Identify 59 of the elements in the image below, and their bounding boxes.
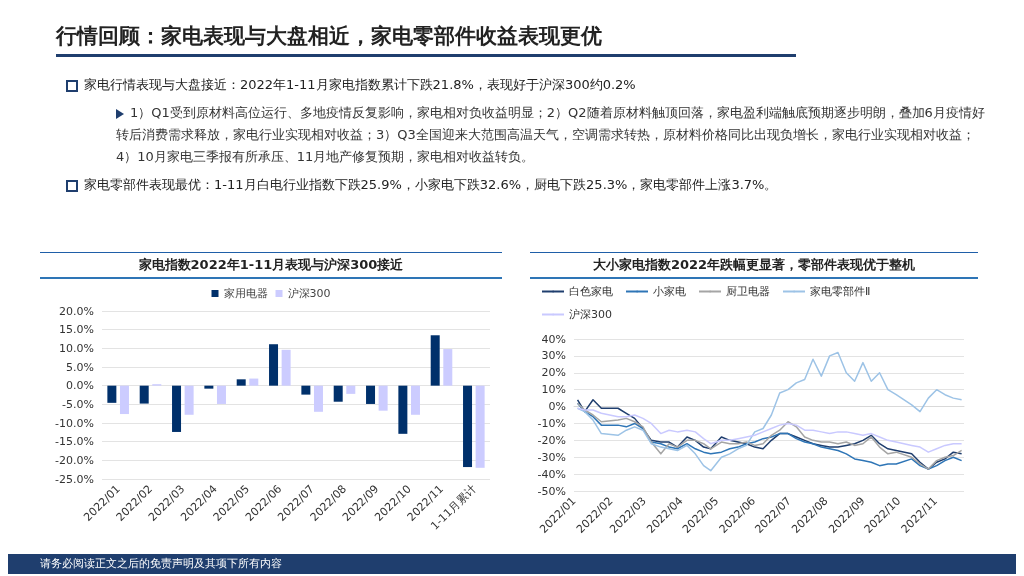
text: 1）Q1受到原材料高位运行、多地疫情反复影响，家电相对负收益明显；2）Q2随着原材料触顶回落，家电盈利端触底预期逐步明朗，叠加6月疫情好转后消费需求释放，家电行业实现相对收益；3）Q3全国迎来大范围高温天气，空调需求转热，原材料价格同比出现负增长，家电行业实现相对收益；4）10月家电三季报有所承压、11月地产修复预期，家电相对收益转负。 <box>116 104 986 166</box>
bar <box>410 385 420 415</box>
chart-title: 大小家电指数2022年跌幅更显著，零部件表现优于整机 <box>530 252 978 279</box>
bar <box>443 349 453 386</box>
y-tick-label: 20.0% <box>59 304 94 318</box>
y-tick-label: 0.0% <box>66 379 94 393</box>
bar <box>139 385 149 404</box>
bar <box>378 385 388 411</box>
bar <box>107 385 117 403</box>
y-tick-label: 0% <box>548 400 566 414</box>
legend-label: 厨卫电器 <box>726 285 770 298</box>
bar <box>204 385 214 389</box>
legend-label: 家电零部件Ⅱ <box>810 285 871 298</box>
y-tick-label: 10% <box>541 383 566 397</box>
y-tick-label: 40% <box>541 332 566 346</box>
bar <box>333 385 343 402</box>
y-tick-label: 30% <box>541 349 566 363</box>
bar <box>216 385 226 404</box>
y-tick-label: -50% <box>537 484 566 498</box>
bar <box>346 385 356 394</box>
bar <box>172 385 182 432</box>
text: 行情回顾：家电表现与大盘相近，家电零部件收益表现更优 <box>56 22 796 57</box>
bar <box>366 385 376 404</box>
text: 家电零部件表现最优：1-11月白电行业指数下跌25.9%，小家电下跌32.6%，厨电下跌25.3%，家电零部件上涨3.7%。 <box>83 176 779 194</box>
legend-label: 白色家电 <box>569 285 613 298</box>
bar <box>119 385 129 415</box>
y-tick-label: -15.0% <box>55 435 94 449</box>
y-tick-label: -20.0% <box>55 453 94 467</box>
line-series <box>576 351 963 472</box>
y-tick-label: 20% <box>541 366 566 380</box>
legend-label: 小家电 <box>653 285 686 298</box>
legend-label: 家用电器 <box>223 287 268 300</box>
y-tick-label: 10.0% <box>59 341 94 355</box>
text: 请务必阅读正文之后的免责声明及其项下所有内容 <box>39 556 283 572</box>
text: 家电行情表现与大盘接近：2022年1-11月家电指数累计下跌21.8%，表现好于沪深300约0.2% <box>83 76 637 94</box>
bar <box>281 349 291 386</box>
y-tick-label: -30% <box>537 450 566 464</box>
bar <box>184 385 194 415</box>
line-series <box>576 407 963 453</box>
bar <box>463 385 473 468</box>
y-tick-label: -25.0% <box>55 472 94 486</box>
bar <box>249 378 259 386</box>
bar <box>269 344 279 386</box>
legend-label: 沪深300 <box>287 287 331 300</box>
chart-title: 家电指数2022年1-11月表现与沪深300接近 <box>40 252 502 279</box>
bar <box>475 385 485 468</box>
y-tick-label: 15.0% <box>59 323 94 337</box>
y-tick-label: -5.0% <box>62 397 94 411</box>
bar <box>236 379 246 386</box>
y-tick-label: -10% <box>537 416 566 430</box>
y-tick-label: -20% <box>537 433 566 447</box>
legend-label: 沪深300 <box>569 308 612 321</box>
y-tick-label: -40% <box>537 467 566 481</box>
y-tick-label: -10.0% <box>55 416 94 430</box>
bar <box>398 385 408 434</box>
bar <box>430 335 440 386</box>
bar <box>313 385 323 412</box>
y-tick-label: 5.0% <box>66 360 94 374</box>
bar <box>301 385 311 395</box>
